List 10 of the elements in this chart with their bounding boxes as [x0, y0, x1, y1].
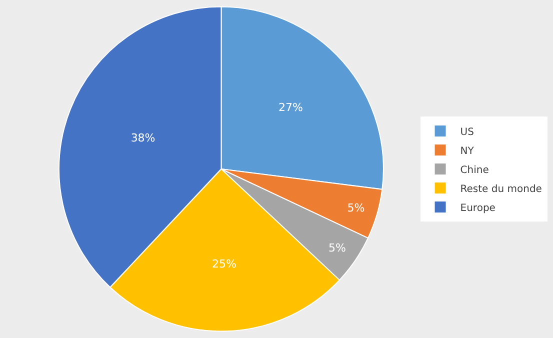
data-label: 5% — [347, 202, 365, 215]
legend-label: Chine — [460, 164, 489, 176]
data-label: 27% — [278, 101, 303, 114]
legend-label: Europe — [460, 202, 496, 214]
legend-label: NY — [460, 146, 475, 157]
data-label: 25% — [212, 257, 236, 270]
legend-label: US — [460, 126, 474, 138]
data-label: 5% — [328, 241, 346, 254]
legend-label: Reste du monde — [460, 184, 542, 195]
data-label: 38% — [130, 132, 156, 145]
